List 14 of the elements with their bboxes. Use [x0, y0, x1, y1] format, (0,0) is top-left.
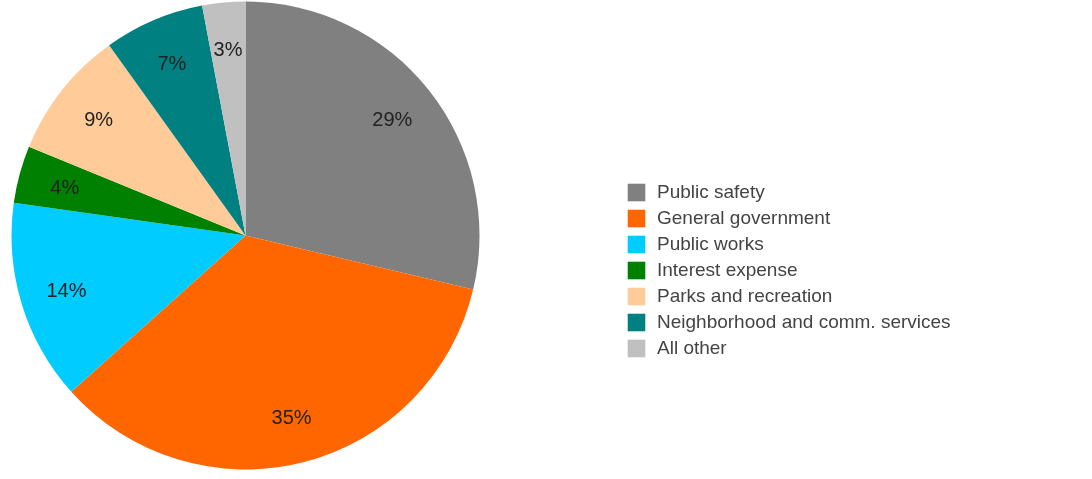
data-label: 4% [50, 175, 80, 198]
legend-label: Public works [657, 233, 764, 255]
legend-label: All other [657, 337, 727, 359]
data-label: 14% [46, 279, 87, 302]
data-label: 9% [84, 108, 114, 131]
legend-label: Neighborhood and comm. services [657, 311, 951, 333]
legend-label: General government [657, 207, 831, 229]
legend-label: Parks and recreation [657, 285, 833, 307]
legend-label: Public safety [657, 181, 765, 203]
data-label: 7% [157, 52, 187, 75]
data-label: 29% [372, 108, 413, 131]
data-label: 3% [213, 38, 243, 61]
legend-label: Interest expense [657, 259, 798, 281]
data-label: 35% [271, 405, 312, 428]
